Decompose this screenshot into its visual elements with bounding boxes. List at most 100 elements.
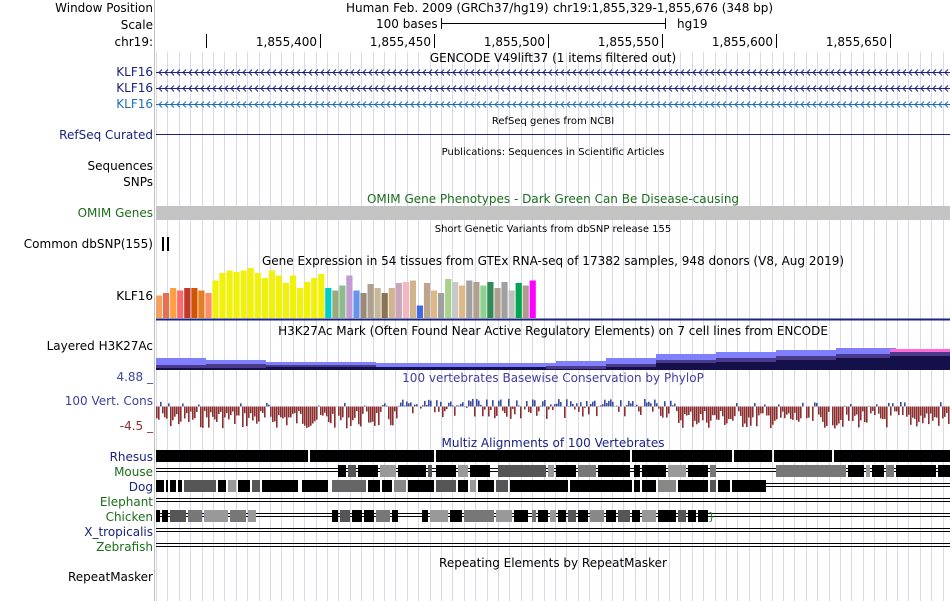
phylop-score-bar (478, 400, 480, 407)
phylop-score-bar (616, 405, 618, 407)
repeatmasker-label[interactable]: RepeatMasker (67, 570, 153, 584)
alignment-block (218, 480, 226, 492)
refseq-label[interactable]: RefSeq Curated (59, 128, 153, 142)
refseq-gene-line[interactable] (156, 134, 950, 135)
phylop-score-bar (672, 405, 674, 407)
gtex-tissue-bar (529, 280, 536, 318)
phylop-score-bar (172, 406, 174, 421)
phylop-score-bar (894, 406, 896, 412)
phylop-score-bar (292, 406, 294, 414)
multiz-species-mouse[interactable]: Mouse (114, 465, 153, 479)
multiz-species-x-tropicalis[interactable]: X_tropicalis (84, 525, 153, 539)
pubs-snps-label[interactable]: SNPs (123, 175, 153, 189)
alignment-block (422, 510, 428, 522)
gtex-tissue-bar (339, 285, 346, 318)
phylop-score-bar (630, 403, 632, 407)
phylop-score-bar (798, 406, 800, 422)
phylop-score-bar (324, 406, 326, 413)
alignment-block (338, 465, 346, 477)
omim-gene-bar[interactable] (156, 206, 950, 220)
phylop-score-bar (450, 401, 452, 407)
gtex-tissue-bar (459, 285, 466, 318)
phylop-score-bar (364, 405, 366, 407)
phylop-score-bar (332, 406, 334, 414)
dbsnp-label[interactable]: Common dbSNP(155) (23, 237, 153, 251)
phylop-score-bar (916, 406, 918, 427)
alignment-block (382, 480, 392, 492)
position-readout[interactable]: chr19:1,855,329-1,855,676 (348 bp) (553, 1, 774, 15)
phylop-score-bar (620, 400, 622, 407)
phylop-score-bar (762, 406, 764, 414)
alignment-block (634, 480, 640, 492)
phylop-score-bar (318, 405, 320, 407)
phylop-score-bar (768, 406, 770, 416)
scale-bar-left-tick (441, 18, 442, 29)
phylop-score-bar (544, 399, 546, 407)
base-position-ruler[interactable]: 1,855,400 1,855,450 1,855,500 1,855,550 1,85… (0, 30, 950, 52)
phylop-score-bar (806, 406, 808, 419)
multiz-species-rhesus[interactable]: Rhesus (109, 450, 153, 464)
phylop-score-bar (652, 406, 654, 412)
phylop-score-bar (350, 406, 352, 426)
phylop-score-bar (372, 406, 374, 422)
phylop-score-bar (222, 406, 224, 429)
ruler-tick-label: 1,855,650 (826, 35, 887, 49)
phylop-score-bar (170, 406, 172, 427)
phylop-score-bar (618, 406, 620, 412)
phylop-score-bar (736, 403, 738, 407)
alignment-block (188, 510, 202, 522)
multiz-species-chicken[interactable]: Chicken (105, 510, 153, 524)
gtex-gene-label[interactable]: KLF16 (116, 289, 153, 303)
gtex-expression-chart[interactable] (156, 268, 950, 322)
multiz-species-dog[interactable]: Dog (128, 480, 153, 494)
gencode-row-1-label[interactable]: KLF16 (116, 65, 153, 79)
pubs-sequences-label[interactable]: Sequences (87, 159, 153, 173)
phylop-score-bar (896, 406, 898, 412)
phylop-score-bar (184, 406, 186, 419)
gencode-transcripts[interactable] (156, 64, 950, 112)
phylop-score-bar (446, 406, 448, 409)
phylop-score-bar (744, 406, 746, 424)
phylop-score-bar (192, 406, 194, 420)
omim-label[interactable]: OMIM Genes (77, 206, 153, 220)
alignment-block (248, 510, 256, 522)
gtex-tissue-bar (191, 288, 198, 318)
dbsnp-variant-mark[interactable] (167, 237, 169, 251)
alignment-block (774, 450, 832, 462)
phylop-score-bar (598, 406, 600, 408)
alignment-block (732, 480, 766, 492)
phylop-score-bar (296, 406, 298, 424)
phylop-score-bar (770, 406, 772, 429)
h3k27ac-label[interactable]: Layered H3K27Ac (46, 339, 153, 353)
dbsnp-variant-mark[interactable] (162, 237, 164, 251)
alignment-block (734, 450, 772, 462)
phylop-score-bar (866, 406, 868, 423)
multiz-species-zebrafish[interactable]: Zebrafish (96, 540, 153, 554)
phylop-score-bar (702, 406, 704, 421)
phylop-score-bar (874, 406, 876, 416)
h3k27ac-layered-signal[interactable] (156, 338, 950, 370)
phylop-score-bar (460, 403, 462, 407)
phylop-conservation-plot[interactable] (156, 382, 950, 434)
phylop-score-bar (644, 398, 646, 407)
alignment-block (228, 480, 236, 492)
phylop-score-bar (396, 406, 398, 419)
phylop-score-bar (884, 406, 886, 420)
multiz-species-elephant[interactable]: Elephant (99, 495, 153, 509)
phylop-track-label[interactable]: 100 Vert. Cons (64, 394, 153, 408)
gtex-tissue-bar (247, 268, 254, 318)
phylop-score-bar (158, 406, 160, 420)
phylop-score-bar (868, 405, 870, 407)
phylop-score-bar (328, 406, 330, 423)
phylop-score-bar (574, 406, 576, 410)
alignment-block (170, 510, 186, 522)
multiz-alignment-blocks[interactable]: } (156, 449, 950, 554)
gencode-row-2-label[interactable]: KLF16 (116, 81, 153, 95)
phylop-score-bar (902, 406, 904, 416)
phylop-score-bar (190, 406, 192, 412)
alignment-block (340, 510, 350, 522)
alignment-block (688, 510, 696, 522)
gencode-row-3-label[interactable]: KLF16 (116, 97, 153, 111)
alignment-block (496, 480, 508, 492)
